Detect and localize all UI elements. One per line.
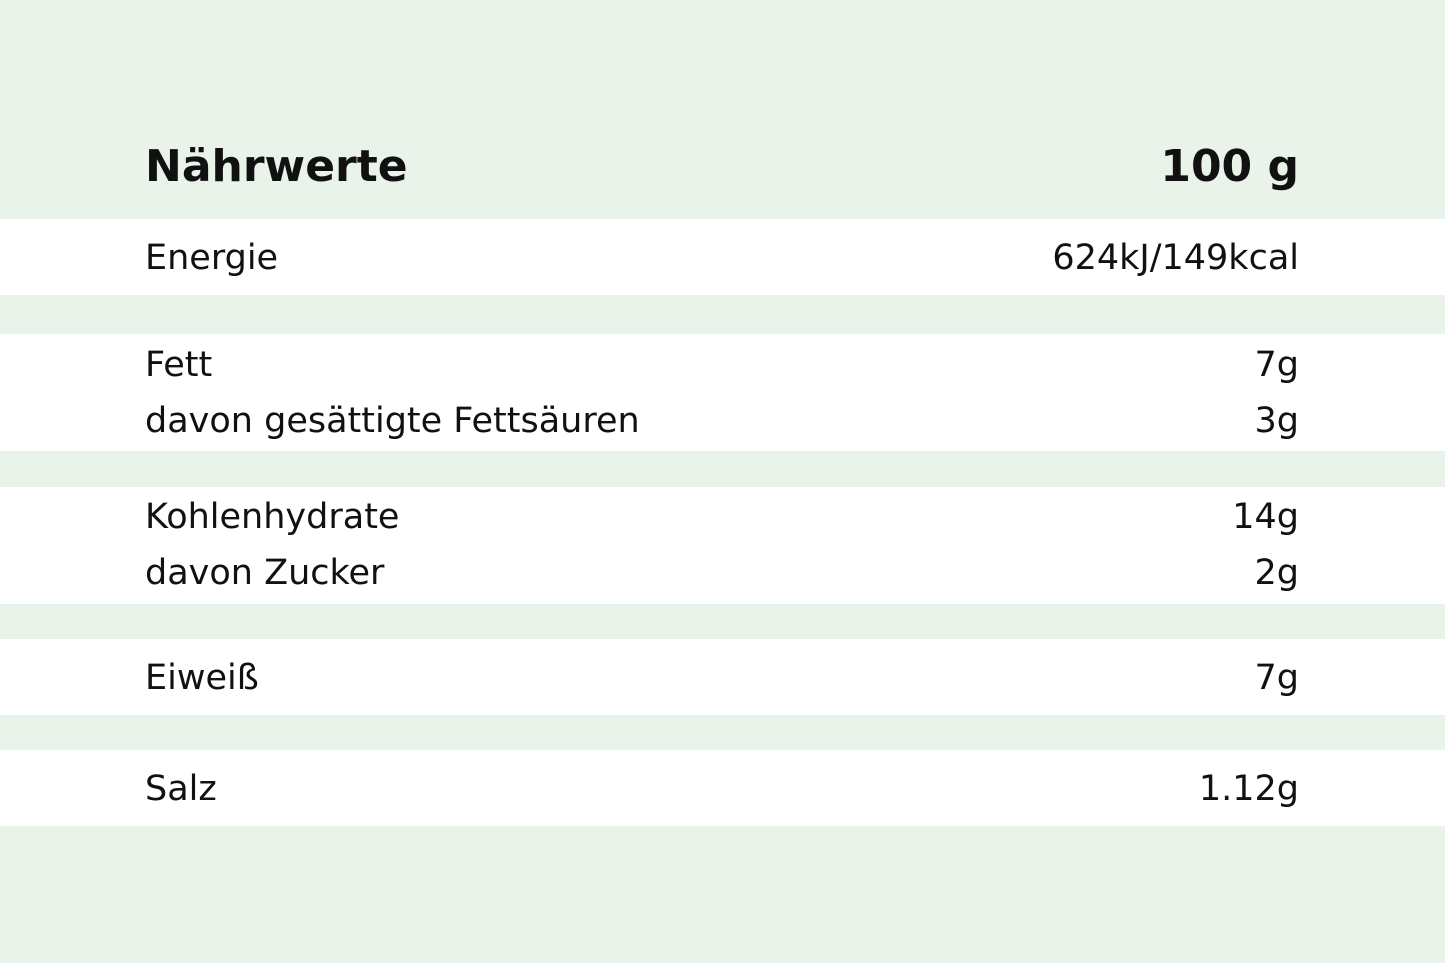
row-label: Energie xyxy=(145,238,279,278)
band-salz xyxy=(0,750,1445,826)
table-row: davon Zucker 2g xyxy=(145,548,1299,598)
band-kohlenhydrate xyxy=(0,487,1445,604)
band-energie xyxy=(0,219,1445,295)
table-row: Eiweiß 7g xyxy=(145,653,1299,703)
row-value: 7g xyxy=(1254,345,1300,385)
row-label: davon gesättigte Fettsäuren xyxy=(145,401,640,441)
table-header: Nährwerte 100 g xyxy=(145,137,1299,197)
band-fett xyxy=(0,334,1445,451)
row-label: Salz xyxy=(145,769,217,809)
row-value: 3g xyxy=(1254,401,1300,441)
row-value: 2g xyxy=(1254,553,1300,593)
table-row: Kohlenhydrate 14g xyxy=(145,492,1299,542)
band-eiweiss xyxy=(0,639,1445,715)
row-value: 7g xyxy=(1254,658,1300,698)
row-value: 14g xyxy=(1232,497,1299,537)
table-row: Fett 7g xyxy=(145,340,1299,390)
table-row: davon gesättigte Fettsäuren 3g xyxy=(145,396,1299,446)
row-label: davon Zucker xyxy=(145,553,385,593)
header-value: 100 g xyxy=(1160,141,1299,192)
header-label: Nährwerte xyxy=(145,141,408,192)
row-label: Kohlenhydrate xyxy=(145,497,400,537)
row-value: 624kJ/149kcal xyxy=(1052,238,1299,278)
table-row: Energie 624kJ/149kcal xyxy=(145,233,1299,283)
row-label: Eiweiß xyxy=(145,658,259,698)
row-label: Fett xyxy=(145,345,213,385)
row-value: 1.12g xyxy=(1198,769,1299,809)
table-row: Salz 1.12g xyxy=(145,764,1299,814)
